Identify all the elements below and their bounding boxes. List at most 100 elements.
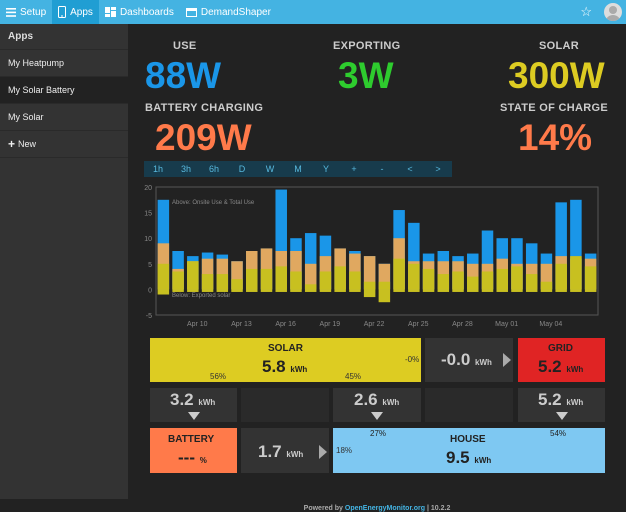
time-button[interactable]: >	[424, 161, 452, 177]
solar-to-battery-value: 3.2 kWh	[170, 390, 215, 410]
grid-box: GRID 5.2 kWh	[518, 338, 605, 382]
bar-exported	[481, 289, 494, 292]
bar-exported	[452, 289, 464, 292]
solar-box: SOLAR 5.8 kWh 56% 45% -0%	[150, 338, 421, 382]
battery-box-unit: %	[199, 456, 207, 465]
chart-annotation-below: Below: Exported solar	[172, 293, 230, 299]
exporting-value: 3W	[338, 55, 394, 96]
solar-label: SOLAR	[539, 40, 579, 52]
nav-dashboards[interactable]: Dashboards	[99, 0, 180, 24]
bar-solar	[304, 284, 317, 290]
solar-box-pct-export: -0%	[405, 355, 420, 364]
bar-exported	[422, 289, 435, 292]
arrow-right-icon	[319, 445, 327, 459]
bar-solar	[349, 271, 361, 290]
sidebar-new-label: New	[18, 139, 37, 149]
battery-charging-label: BATTERY CHARGING	[145, 102, 264, 114]
bar-solar	[555, 263, 567, 290]
bar-solar	[231, 279, 243, 290]
bar-total	[275, 189, 287, 290]
x-tick-label: May 01	[495, 321, 518, 328]
chart-annotation-above: Above: Onsite Use & Total Use	[172, 200, 255, 206]
bar-total	[570, 199, 582, 290]
nav-demandshaper[interactable]: DemandShaper	[180, 0, 277, 24]
solar-to-house-box: 2.6 kWh	[333, 388, 421, 422]
time-button[interactable]: W	[256, 161, 284, 177]
y-tick-label: 0	[148, 287, 152, 294]
sidebar-header: Apps	[0, 24, 128, 50]
bar-exported	[555, 289, 567, 292]
sidebar-item-my-solar-battery[interactable]: My Solar Battery	[0, 77, 128, 104]
y-tick-label: 10	[144, 236, 152, 243]
solar-box-number: 5.8	[262, 357, 286, 376]
time-button[interactable]: 1h	[144, 161, 172, 177]
bar-solar	[187, 261, 199, 290]
solar-box-pct-left: 56%	[210, 372, 227, 381]
arrow-down-icon	[371, 412, 383, 420]
footer-version: 10.2.2	[430, 505, 451, 512]
grid-box-number: 5.2	[538, 357, 562, 376]
bar-total	[511, 238, 523, 290]
bar-exported	[231, 289, 243, 292]
bar-onsite	[363, 256, 376, 290]
time-button[interactable]: <	[396, 161, 424, 177]
sidebar-new-button[interactable]: + New	[0, 131, 128, 158]
bar-onsite	[349, 253, 361, 290]
arrow-down-icon	[188, 412, 200, 420]
bar-onsite	[201, 258, 214, 290]
time-button[interactable]: 6h	[200, 161, 228, 177]
time-button[interactable]: -	[368, 161, 396, 177]
bar-onsite	[290, 251, 302, 290]
time-button[interactable]: Y	[312, 161, 340, 177]
bar-exported	[363, 289, 376, 298]
grid-to-house-box: 5.2 kWh	[518, 388, 605, 422]
bar-solar	[437, 274, 450, 290]
solar-to-house-value: 2.6 kWh	[354, 390, 399, 410]
bar-exported	[467, 289, 479, 292]
bar-onsite	[304, 263, 317, 290]
user-avatar[interactable]	[604, 3, 622, 21]
solar-value: 300W	[508, 55, 605, 96]
bar-solar	[511, 266, 523, 290]
time-button[interactable]: 3h	[172, 161, 200, 177]
bar-solar	[334, 266, 346, 290]
x-tick-label: Apr 28	[452, 321, 473, 328]
solar-to-battery-box: 3.2 kWh	[150, 388, 237, 422]
bar-solar	[525, 274, 538, 290]
battery-charging-value: 209W	[155, 117, 252, 158]
bar-solar	[378, 281, 391, 290]
bar-onsite	[216, 258, 229, 290]
nav-setup[interactable]: Setup	[0, 0, 52, 24]
time-button[interactable]: +	[340, 161, 368, 177]
bar-exported	[540, 289, 553, 292]
state-of-charge-value: 14%	[518, 117, 593, 158]
bar-exported	[246, 289, 258, 292]
sidebar-item-my-solar[interactable]: My Solar	[0, 104, 128, 131]
x-tick-label: Apr 13	[231, 321, 252, 328]
grid-to-house-pct: 54%	[550, 429, 567, 438]
time-button[interactable]: M	[284, 161, 312, 177]
y-tick-label: 15	[144, 211, 152, 218]
nav-setup-label: Setup	[20, 6, 47, 18]
sidebar-item-my-heatpump[interactable]: My Heatpump	[0, 50, 128, 77]
bar-exported	[319, 289, 332, 292]
bar-solar	[422, 268, 435, 290]
bar-total	[481, 230, 494, 290]
bar-onsite	[540, 263, 553, 290]
footer-link[interactable]: OpenEnergyMonitor.org	[344, 505, 426, 512]
grid-box-label: GRID	[548, 343, 573, 354]
phone-icon	[58, 6, 67, 18]
bar-solar	[246, 268, 258, 290]
export-flow-unit: kWh	[475, 358, 492, 367]
nav-apps[interactable]: Apps	[52, 0, 99, 24]
bar-solar	[452, 271, 464, 290]
star-icon[interactable]: ☆	[580, 4, 592, 19]
battery-to-house-number: 1.7	[258, 442, 282, 461]
time-button[interactable]: D	[228, 161, 256, 177]
bar-solar	[290, 271, 302, 290]
bar-solar	[481, 271, 494, 290]
bar-solar	[275, 266, 287, 290]
export-flow-value: -0.0 kWh	[441, 350, 492, 370]
time-range-buttons: 1h 3h 6h D W M Y + - < >	[144, 161, 452, 177]
solar-to-house-unit: kWh	[382, 398, 400, 407]
